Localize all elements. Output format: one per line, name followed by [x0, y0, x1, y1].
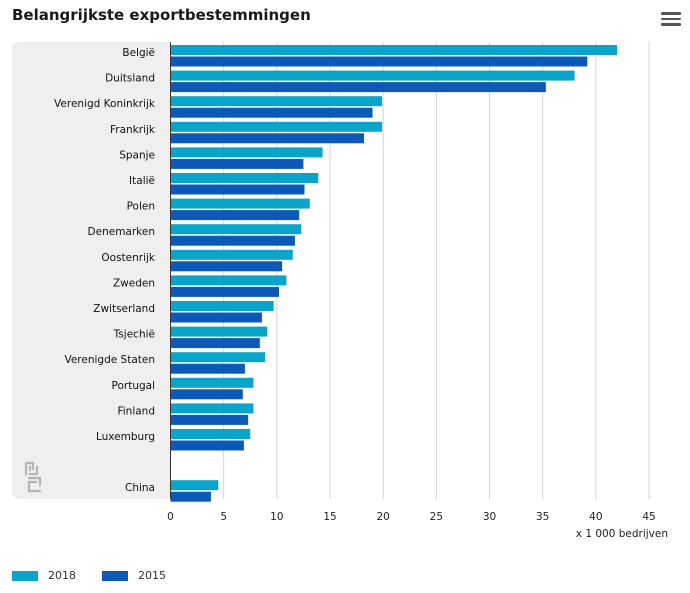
bar-2015[interactable] [170, 286, 279, 297]
legend-item-2015[interactable]: 2015 [102, 569, 166, 582]
category-label: Polen [127, 201, 155, 213]
bar-chart: België Duitsland Verenigd Koninkrijk Frankr… [12, 42, 656, 523]
category-label: Portugal [112, 380, 156, 392]
category-label: België [122, 47, 155, 59]
bar-2018[interactable] [170, 70, 575, 81]
category-label: Verenigd Koninkrijk [54, 98, 156, 110]
hamburger-menu-icon[interactable] [661, 12, 681, 30]
bar-2018[interactable] [170, 198, 310, 209]
bar-2018[interactable] [170, 326, 268, 337]
bar-2015[interactable] [170, 338, 260, 349]
x-tick-label: 25 [430, 511, 443, 523]
bar-2015[interactable] [170, 133, 365, 144]
bar-2018[interactable] [170, 275, 287, 286]
bar-2015[interactable] [170, 440, 244, 451]
category-labels: België Duitsland Verenigd Koninkrijk Frankr… [54, 47, 156, 494]
bars-group [170, 45, 618, 502]
bar-2015[interactable] [170, 158, 304, 169]
legend-swatch-2015 [102, 570, 128, 581]
bar-2018[interactable] [170, 403, 254, 414]
bar-2018[interactable] [170, 96, 383, 107]
bar-2015[interactable] [170, 312, 262, 323]
bar-2018[interactable] [170, 249, 293, 260]
bar-2015[interactable] [170, 184, 305, 195]
bar-2018[interactable] [170, 301, 274, 311]
legend-label-2018: 2018 [48, 569, 76, 582]
bar-2015[interactable] [170, 235, 295, 246]
legend-item-2018[interactable]: 2018 [12, 569, 76, 582]
category-label: Oostenrijk [101, 252, 156, 264]
x-tick-label: 30 [483, 511, 496, 523]
x-tick-label: 45 [642, 511, 655, 523]
category-panel-background [12, 42, 171, 499]
category-label: Finland [117, 405, 155, 417]
x-tick-labels: 0 5 10 15 20 25 30 35 40 45 [167, 511, 656, 523]
legend-swatch-2018 [12, 570, 38, 581]
bar-2018[interactable] [170, 173, 319, 183]
category-label: Duitsland [105, 73, 155, 85]
bar-2018[interactable] [170, 224, 302, 235]
bar-2018[interactable] [170, 45, 618, 55]
x-tick-label: 40 [589, 511, 602, 523]
category-label: Spanje [119, 149, 155, 161]
legend-label-2015: 2015 [138, 569, 166, 582]
bar-2018[interactable] [170, 377, 254, 388]
category-label: China [125, 482, 155, 494]
x-tick-label: 10 [270, 511, 283, 523]
category-label: Zweden [113, 277, 155, 289]
bar-2018[interactable] [170, 121, 383, 132]
x-tick-label: 5 [220, 511, 227, 523]
cbs-logo-icon [24, 461, 42, 493]
bar-2015[interactable] [170, 363, 245, 374]
category-label: Denemarken [88, 226, 155, 238]
category-label: Verenigde Staten [64, 354, 155, 366]
bar-2018[interactable] [170, 147, 323, 158]
bar-2015[interactable] [170, 389, 243, 400]
bar-2018[interactable] [170, 352, 266, 363]
x-tick-label: 15 [323, 511, 336, 523]
x-tick-label: 0 [167, 511, 174, 523]
bar-2018[interactable] [170, 429, 251, 439]
x-tick-label: 20 [376, 511, 389, 523]
bar-2015[interactable] [170, 414, 249, 425]
menu-line [661, 12, 681, 15]
bar-2015[interactable] [170, 261, 283, 272]
menu-line [661, 23, 681, 26]
bar-2015[interactable] [170, 82, 546, 93]
category-label: Zwitserland [93, 303, 155, 315]
category-label: Tsjechië [113, 329, 155, 341]
x-tick-label: 35 [536, 511, 549, 523]
bar-2015[interactable] [170, 107, 373, 118]
bar-2015[interactable] [170, 56, 588, 67]
bar-2015[interactable] [170, 491, 211, 502]
chart-title: Belangrijkste exportbestemmingen [12, 6, 311, 24]
menu-line [661, 17, 681, 20]
bar-2018[interactable] [170, 480, 219, 491]
category-label: Frankrijk [110, 124, 156, 136]
category-label: Luxemburg [96, 431, 155, 443]
x-axis-unit-label: x 1 000 bedrijven [575, 528, 668, 540]
category-label: Italië [129, 175, 155, 187]
bar-2015[interactable] [170, 210, 300, 221]
